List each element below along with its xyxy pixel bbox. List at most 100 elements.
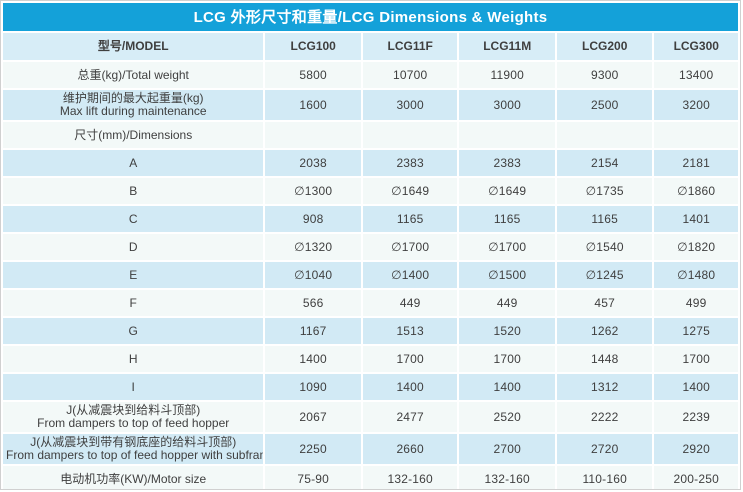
cell-value: 449 bbox=[362, 290, 458, 316]
cell-value: 1262 bbox=[556, 318, 653, 344]
row-label-primary: A bbox=[129, 155, 138, 170]
table-row: 总重(kg)/Total weight 5800 10700 11900 9300 134… bbox=[3, 62, 738, 88]
column-header-lcg11m: LCG11M bbox=[459, 33, 555, 60]
cell-value: 457 bbox=[556, 290, 653, 316]
cell-value: 2660 bbox=[362, 434, 458, 464]
cell-value: 1400 bbox=[362, 374, 458, 400]
table-row: 尺寸(mm)/Dimensions bbox=[3, 122, 738, 148]
row-label: F bbox=[3, 290, 264, 316]
row-label-english: From dampers to top of feed hopper bbox=[37, 416, 230, 430]
table-row: H 1400 1700 1700 1448 1700 bbox=[3, 346, 738, 372]
row-label-primary: J(从减震块到带有钢底座的给料斗顶部) bbox=[30, 435, 237, 449]
cell-value: 449 bbox=[459, 290, 555, 316]
cell-value: ∅1540 bbox=[556, 234, 653, 260]
row-label: D bbox=[3, 234, 264, 260]
row-label: J(从减震块到带有钢底座的给料斗顶部) From dampers to top o… bbox=[3, 434, 264, 464]
cell-value: 1167 bbox=[265, 318, 361, 344]
cell-value: ∅1700 bbox=[362, 234, 458, 260]
cell-value: 1700 bbox=[362, 346, 458, 372]
table-row: F 566 449 449 457 499 bbox=[3, 290, 738, 316]
row-label: 总重(kg)/Total weight bbox=[3, 62, 264, 88]
cell-value: 2500 bbox=[556, 90, 653, 120]
cell-value: 2720 bbox=[556, 434, 653, 464]
row-label-primary: E bbox=[129, 267, 138, 282]
column-header-row: 型号/MODEL LCG100 LCG11F LCG11M LCG200 LCG… bbox=[3, 33, 738, 60]
cell-value: 132-160 bbox=[362, 466, 458, 489]
row-label: H bbox=[3, 346, 264, 372]
row-label-primary: J(从减震块到给料斗顶部) bbox=[66, 403, 201, 417]
cell-value: 2250 bbox=[265, 434, 361, 464]
row-label: B bbox=[3, 178, 264, 204]
cell-value: 2477 bbox=[362, 402, 458, 432]
cell-value: 3000 bbox=[459, 90, 555, 120]
cell-value: 11900 bbox=[459, 62, 555, 88]
cell-value: ∅1300 bbox=[265, 178, 361, 204]
title-row: LCG 外形尺寸和重量/LCG Dimensions & Weights bbox=[3, 3, 738, 31]
cell-value: ∅1700 bbox=[459, 234, 555, 260]
column-header-model: 型号/MODEL bbox=[3, 33, 264, 60]
cell-value: 2520 bbox=[459, 402, 555, 432]
cell-value: 3200 bbox=[654, 90, 738, 120]
row-label: E bbox=[3, 262, 264, 288]
row-label: I bbox=[3, 374, 264, 400]
table-row: E ∅1040 ∅1400 ∅1500 ∅1245 ∅1480 bbox=[3, 262, 738, 288]
cell-value: ∅1735 bbox=[556, 178, 653, 204]
cell-value bbox=[265, 122, 361, 148]
row-label-primary: 总重(kg)/Total weight bbox=[77, 67, 189, 82]
cell-value: 499 bbox=[654, 290, 738, 316]
cell-value: 75-90 bbox=[265, 466, 361, 489]
cell-value: 1165 bbox=[362, 206, 458, 232]
cell-value: ∅1400 bbox=[362, 262, 458, 288]
cell-value: 1400 bbox=[459, 374, 555, 400]
table-row: 维护期间的最大起重量(kg) Max lift during maintenanc… bbox=[3, 90, 738, 120]
row-label: G bbox=[3, 318, 264, 344]
cell-value: 1448 bbox=[556, 346, 653, 372]
table-row: G 1167 1513 1520 1262 1275 bbox=[3, 318, 738, 344]
cell-value bbox=[654, 122, 738, 148]
cell-value bbox=[362, 122, 458, 148]
cell-value: 1312 bbox=[556, 374, 653, 400]
table-row: A 2038 2383 2383 2154 2181 bbox=[3, 150, 738, 176]
column-header-lcg300: LCG300 bbox=[654, 33, 738, 60]
cell-value bbox=[459, 122, 555, 148]
cell-value: 1700 bbox=[459, 346, 555, 372]
cell-value: 1401 bbox=[654, 206, 738, 232]
cell-value: 2038 bbox=[265, 150, 361, 176]
row-label-primary: 维护期间的最大起重量(kg) bbox=[62, 91, 204, 105]
column-header-lcg200: LCG200 bbox=[556, 33, 653, 60]
table-row: J(从减震块到给料斗顶部) From dampers to top of feed… bbox=[3, 402, 738, 432]
row-label: 电动机功率(KW)/Motor size bbox=[3, 466, 264, 489]
column-header-lcg11f: LCG11F bbox=[362, 33, 458, 60]
cell-value: 1165 bbox=[556, 206, 653, 232]
cell-value: ∅1649 bbox=[362, 178, 458, 204]
cell-value: 2181 bbox=[654, 150, 738, 176]
cell-value: 566 bbox=[265, 290, 361, 316]
cell-value: 2067 bbox=[265, 402, 361, 432]
cell-value: ∅1480 bbox=[654, 262, 738, 288]
cell-value: 200-250 bbox=[654, 466, 738, 489]
cell-value: 1275 bbox=[654, 318, 738, 344]
cell-value: ∅1320 bbox=[265, 234, 361, 260]
row-label: J(从减震块到给料斗顶部) From dampers to top of feed… bbox=[3, 402, 264, 432]
table-row: D ∅1320 ∅1700 ∅1700 ∅1540 ∅1820 bbox=[3, 234, 738, 260]
row-label-primary: 电动机功率(KW)/Motor size bbox=[60, 471, 207, 486]
row-label-primary: 尺寸(mm)/Dimensions bbox=[74, 127, 193, 142]
cell-value: ∅1500 bbox=[459, 262, 555, 288]
cell-value: 5800 bbox=[265, 62, 361, 88]
cell-value: 2222 bbox=[556, 402, 653, 432]
cell-value: 13400 bbox=[654, 62, 738, 88]
table-row: J(从减震块到带有钢底座的给料斗顶部) From dampers to top o… bbox=[3, 434, 738, 464]
cell-value: 2239 bbox=[654, 402, 738, 432]
cell-value: ∅1040 bbox=[265, 262, 361, 288]
cell-value: ∅1649 bbox=[459, 178, 555, 204]
cell-value: ∅1820 bbox=[654, 234, 738, 260]
cell-value: 9300 bbox=[556, 62, 653, 88]
cell-value: 908 bbox=[265, 206, 361, 232]
cell-value: 10700 bbox=[362, 62, 458, 88]
cell-value: 2700 bbox=[459, 434, 555, 464]
row-label-primary: D bbox=[128, 239, 138, 254]
cell-value: 1090 bbox=[265, 374, 361, 400]
table-row: I 1090 1400 1400 1312 1400 bbox=[3, 374, 738, 400]
